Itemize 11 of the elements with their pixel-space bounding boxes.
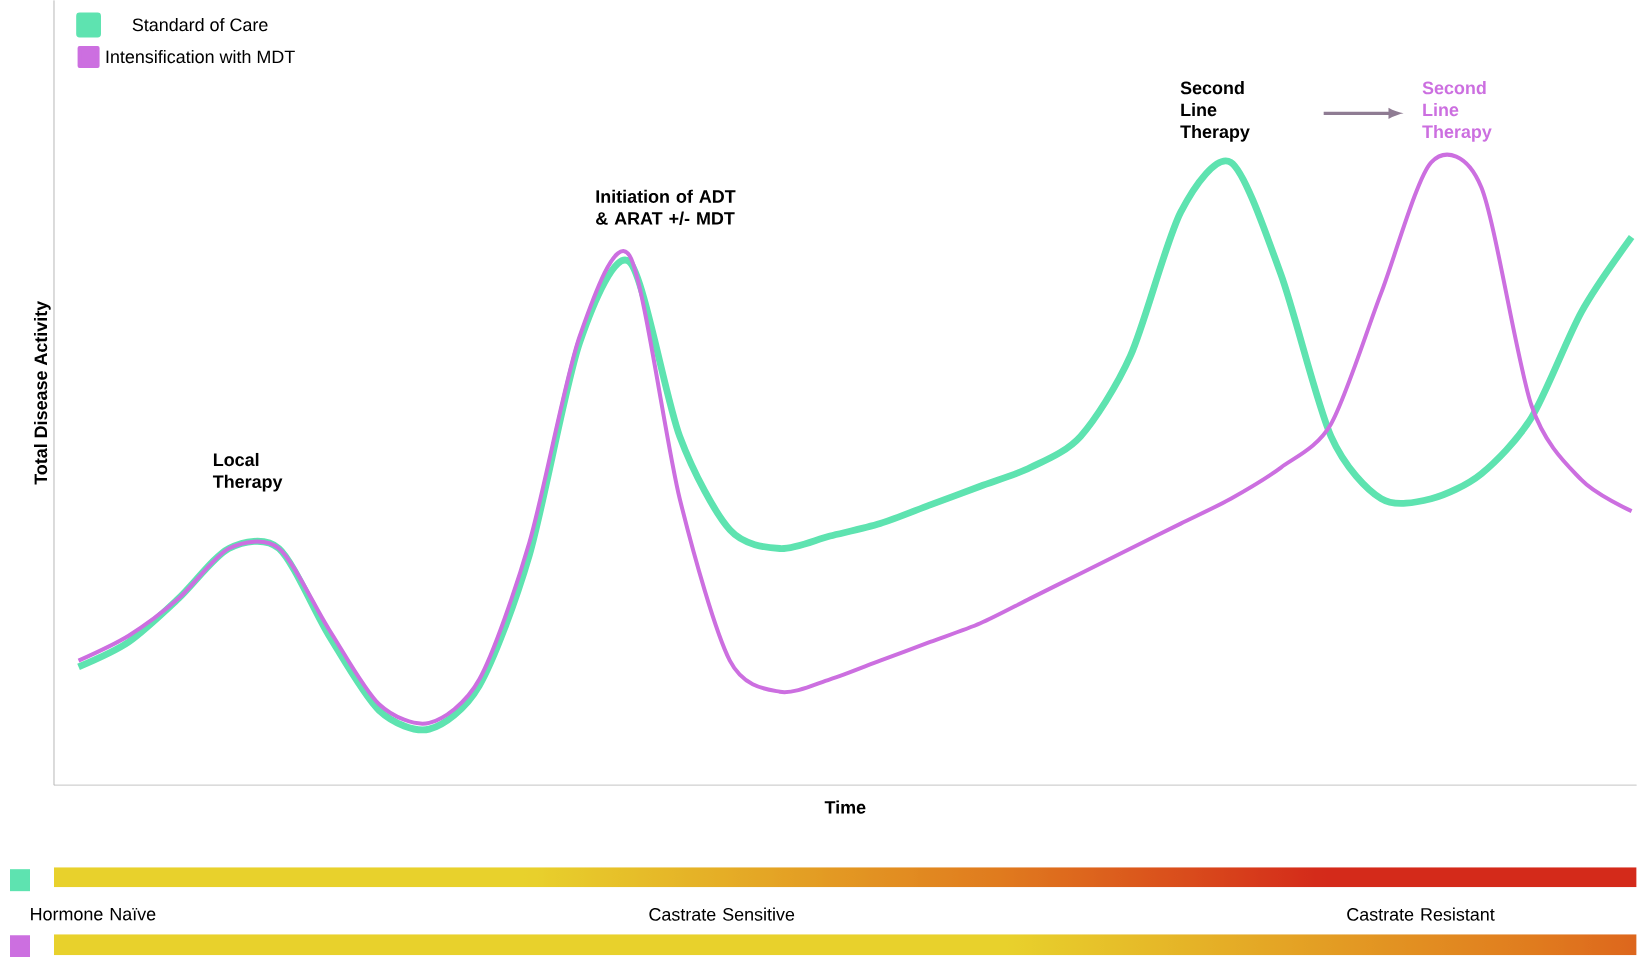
x-axis-title: Time [824, 800, 866, 814]
y-axis-title: Total Disease Activity [33, 300, 51, 485]
text: Second Line Therapy [1180, 81, 1250, 142]
annotation: Local Therapy [212, 452, 283, 492]
text: Hormone Naïve [31, 907, 156, 921]
text: Castrate Resistant [1347, 907, 1495, 921]
text: Second Line Therapy [1422, 81, 1492, 142]
legend-label: Standard of Care [132, 17, 268, 32]
annotation: Initiation of ADT & ARAT +/- MDT [596, 189, 736, 225]
text: Castrate Sensitive [649, 907, 795, 921]
legend-label: Intensification with MDT [106, 49, 295, 64]
